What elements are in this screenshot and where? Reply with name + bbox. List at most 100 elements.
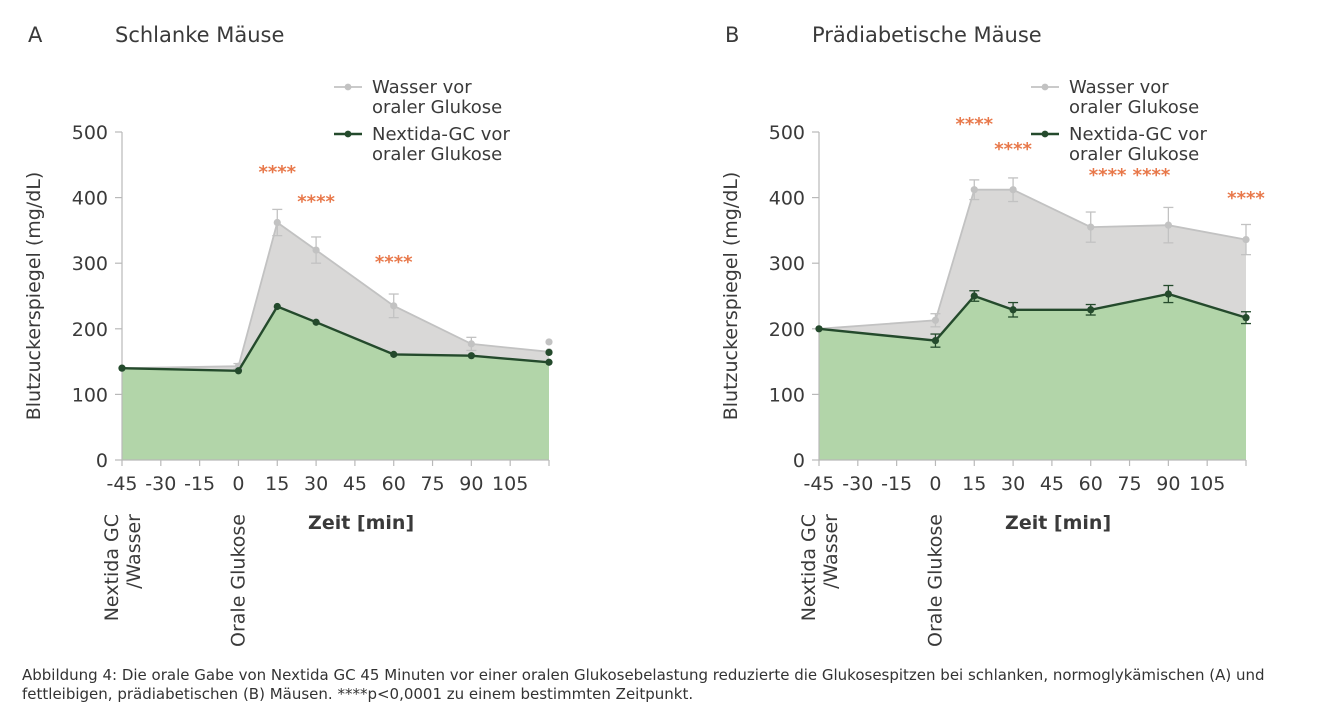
x-tick-label: 15 (962, 473, 986, 495)
x-tick-label: 105 (492, 473, 528, 495)
series-area-nextida (122, 306, 549, 460)
x-tick-label: -45 (106, 473, 137, 495)
x-tick-label: -30 (842, 473, 873, 495)
data-point-wasser (312, 246, 320, 254)
x-tick-label: 30 (1001, 473, 1025, 495)
series-area-nextida (819, 294, 1246, 460)
data-point-wasser (390, 302, 398, 310)
panel-title: Schlanke Mäuse (115, 23, 284, 47)
significance-annotation: **** (375, 252, 413, 273)
significance-annotation: **** (994, 139, 1032, 160)
data-point-nextida (545, 358, 553, 366)
event-label-line: Nextida GC (101, 514, 123, 621)
event-label: Orale Glukose (227, 514, 249, 647)
legend-label-line: oraler Glukose (1069, 144, 1199, 165)
x-tick-label: 30 (304, 473, 328, 495)
event-label-line: /Wasser (123, 514, 145, 589)
figure-caption: Abbildung 4: Die orale Gabe von Nextida … (22, 666, 1312, 704)
legend-marker-nextida (344, 130, 352, 138)
legend-label-wasser: Wasser vor oraler Glukose (1069, 77, 1199, 118)
y-tick-label: 300 (72, 253, 108, 275)
event-label-line: /Wasser (820, 514, 842, 589)
x-axis-label: Zeit [min] (1005, 512, 1111, 534)
legend-marker-wasser (344, 83, 352, 91)
legend-label-nextida: Nextida-GC vor oraler Glukose (372, 124, 510, 165)
x-tick-label: -15 (881, 473, 912, 495)
caption-label: Abbildung 4: (22, 666, 118, 684)
caption-text: Die orale Gabe von Nextida GC 45 Minuten… (22, 666, 1265, 703)
data-point-nextida (1242, 314, 1250, 322)
significance-annotation: **** (1227, 188, 1265, 209)
x-tick-label: 0 (232, 473, 244, 495)
y-tick-label: 400 (769, 188, 805, 210)
legend-label-line: Wasser vor (372, 77, 472, 98)
data-point-nextida (1164, 290, 1172, 298)
x-tick-label: 75 (1117, 473, 1141, 495)
legend-label-line: oraler Glukose (1069, 97, 1199, 118)
y-tick-label: 200 (72, 319, 108, 341)
event-label-line: Nextida GC (798, 514, 820, 621)
data-point-wasser (1087, 223, 1095, 231)
data-point-wasser (970, 186, 978, 194)
data-point-wasser (273, 218, 281, 227)
event-label: Nextida GC/Wasser (798, 514, 842, 621)
x-tick-label: 15 (265, 473, 289, 495)
event-label: Nextida GC/Wasser (101, 514, 145, 621)
y-axis-label: Blutzuckerspiegel (mg/dL) (23, 172, 45, 421)
y-tick-label: 200 (769, 319, 805, 341)
data-point-nextida (931, 337, 940, 345)
y-tick-label: 500 (769, 122, 805, 144)
x-tick-label: 45 (1040, 473, 1064, 495)
x-tick-label: 0 (929, 473, 941, 495)
data-point-wasser (1164, 221, 1172, 229)
x-tick-label: 90 (459, 473, 483, 495)
data-point-nextida (234, 367, 243, 375)
x-tick-label: 75 (420, 473, 444, 495)
event-label: Orale Glukose (924, 514, 946, 647)
data-point-nextida (467, 352, 475, 360)
data-point-wasser (467, 340, 475, 348)
x-tick-label: 45 (343, 473, 367, 495)
panel-letter: A (28, 23, 43, 47)
data-point-nextida (390, 350, 398, 358)
data-point-nextida (815, 325, 823, 333)
legend-marker-nextida (1041, 130, 1049, 138)
data-point-wasser (931, 316, 940, 324)
legend-label-nextida: Nextida-GC vor oraler Glukose (1069, 124, 1207, 165)
x-tick-label: -15 (184, 473, 215, 495)
data-point-nextida (1087, 306, 1095, 314)
data-point-nextida (312, 318, 320, 326)
significance-annotation: **** (955, 114, 993, 135)
chart-panel-b: B Prädiabetische Mäuse0100200300400500-45… (720, 23, 1265, 647)
data-point-nextida (118, 364, 126, 372)
data-point-wasser (1009, 186, 1017, 194)
legend-label-line: oraler Glukose (372, 97, 502, 118)
y-tick-label: 100 (769, 384, 805, 406)
y-tick-label: 0 (793, 450, 805, 472)
y-tick-label: 400 (72, 188, 108, 210)
significance-annotation: **** (297, 191, 335, 212)
x-tick-label: 105 (1189, 473, 1225, 495)
y-tick-label: 0 (96, 450, 108, 472)
data-point-nextida (545, 348, 553, 357)
x-tick-label: 60 (382, 473, 406, 495)
y-tick-label: 500 (72, 122, 108, 144)
x-axis-label: Zeit [min] (308, 512, 414, 534)
x-tick-label: 60 (1079, 473, 1103, 495)
x-tick-label: 90 (1156, 473, 1180, 495)
event-label-line: Orale Glukose (924, 514, 946, 647)
x-tick-label: -30 (145, 473, 176, 495)
y-tick-label: 300 (769, 253, 805, 275)
legend-label-line: Nextida-GC vor (1069, 124, 1207, 145)
y-tick-label: 100 (72, 384, 108, 406)
panel-title: Prädiabetische Mäuse (812, 23, 1042, 47)
data-point-wasser (1242, 235, 1250, 244)
significance-annotation: **** (258, 162, 296, 183)
event-label-line: Orale Glukose (227, 514, 249, 647)
x-tick-label: -45 (803, 473, 834, 495)
data-point-wasser (545, 338, 553, 346)
legend-label-wasser: Wasser vor oraler Glukose (372, 77, 502, 118)
y-axis-label: Blutzuckerspiegel (mg/dL) (720, 172, 742, 421)
data-point-nextida (970, 292, 978, 300)
